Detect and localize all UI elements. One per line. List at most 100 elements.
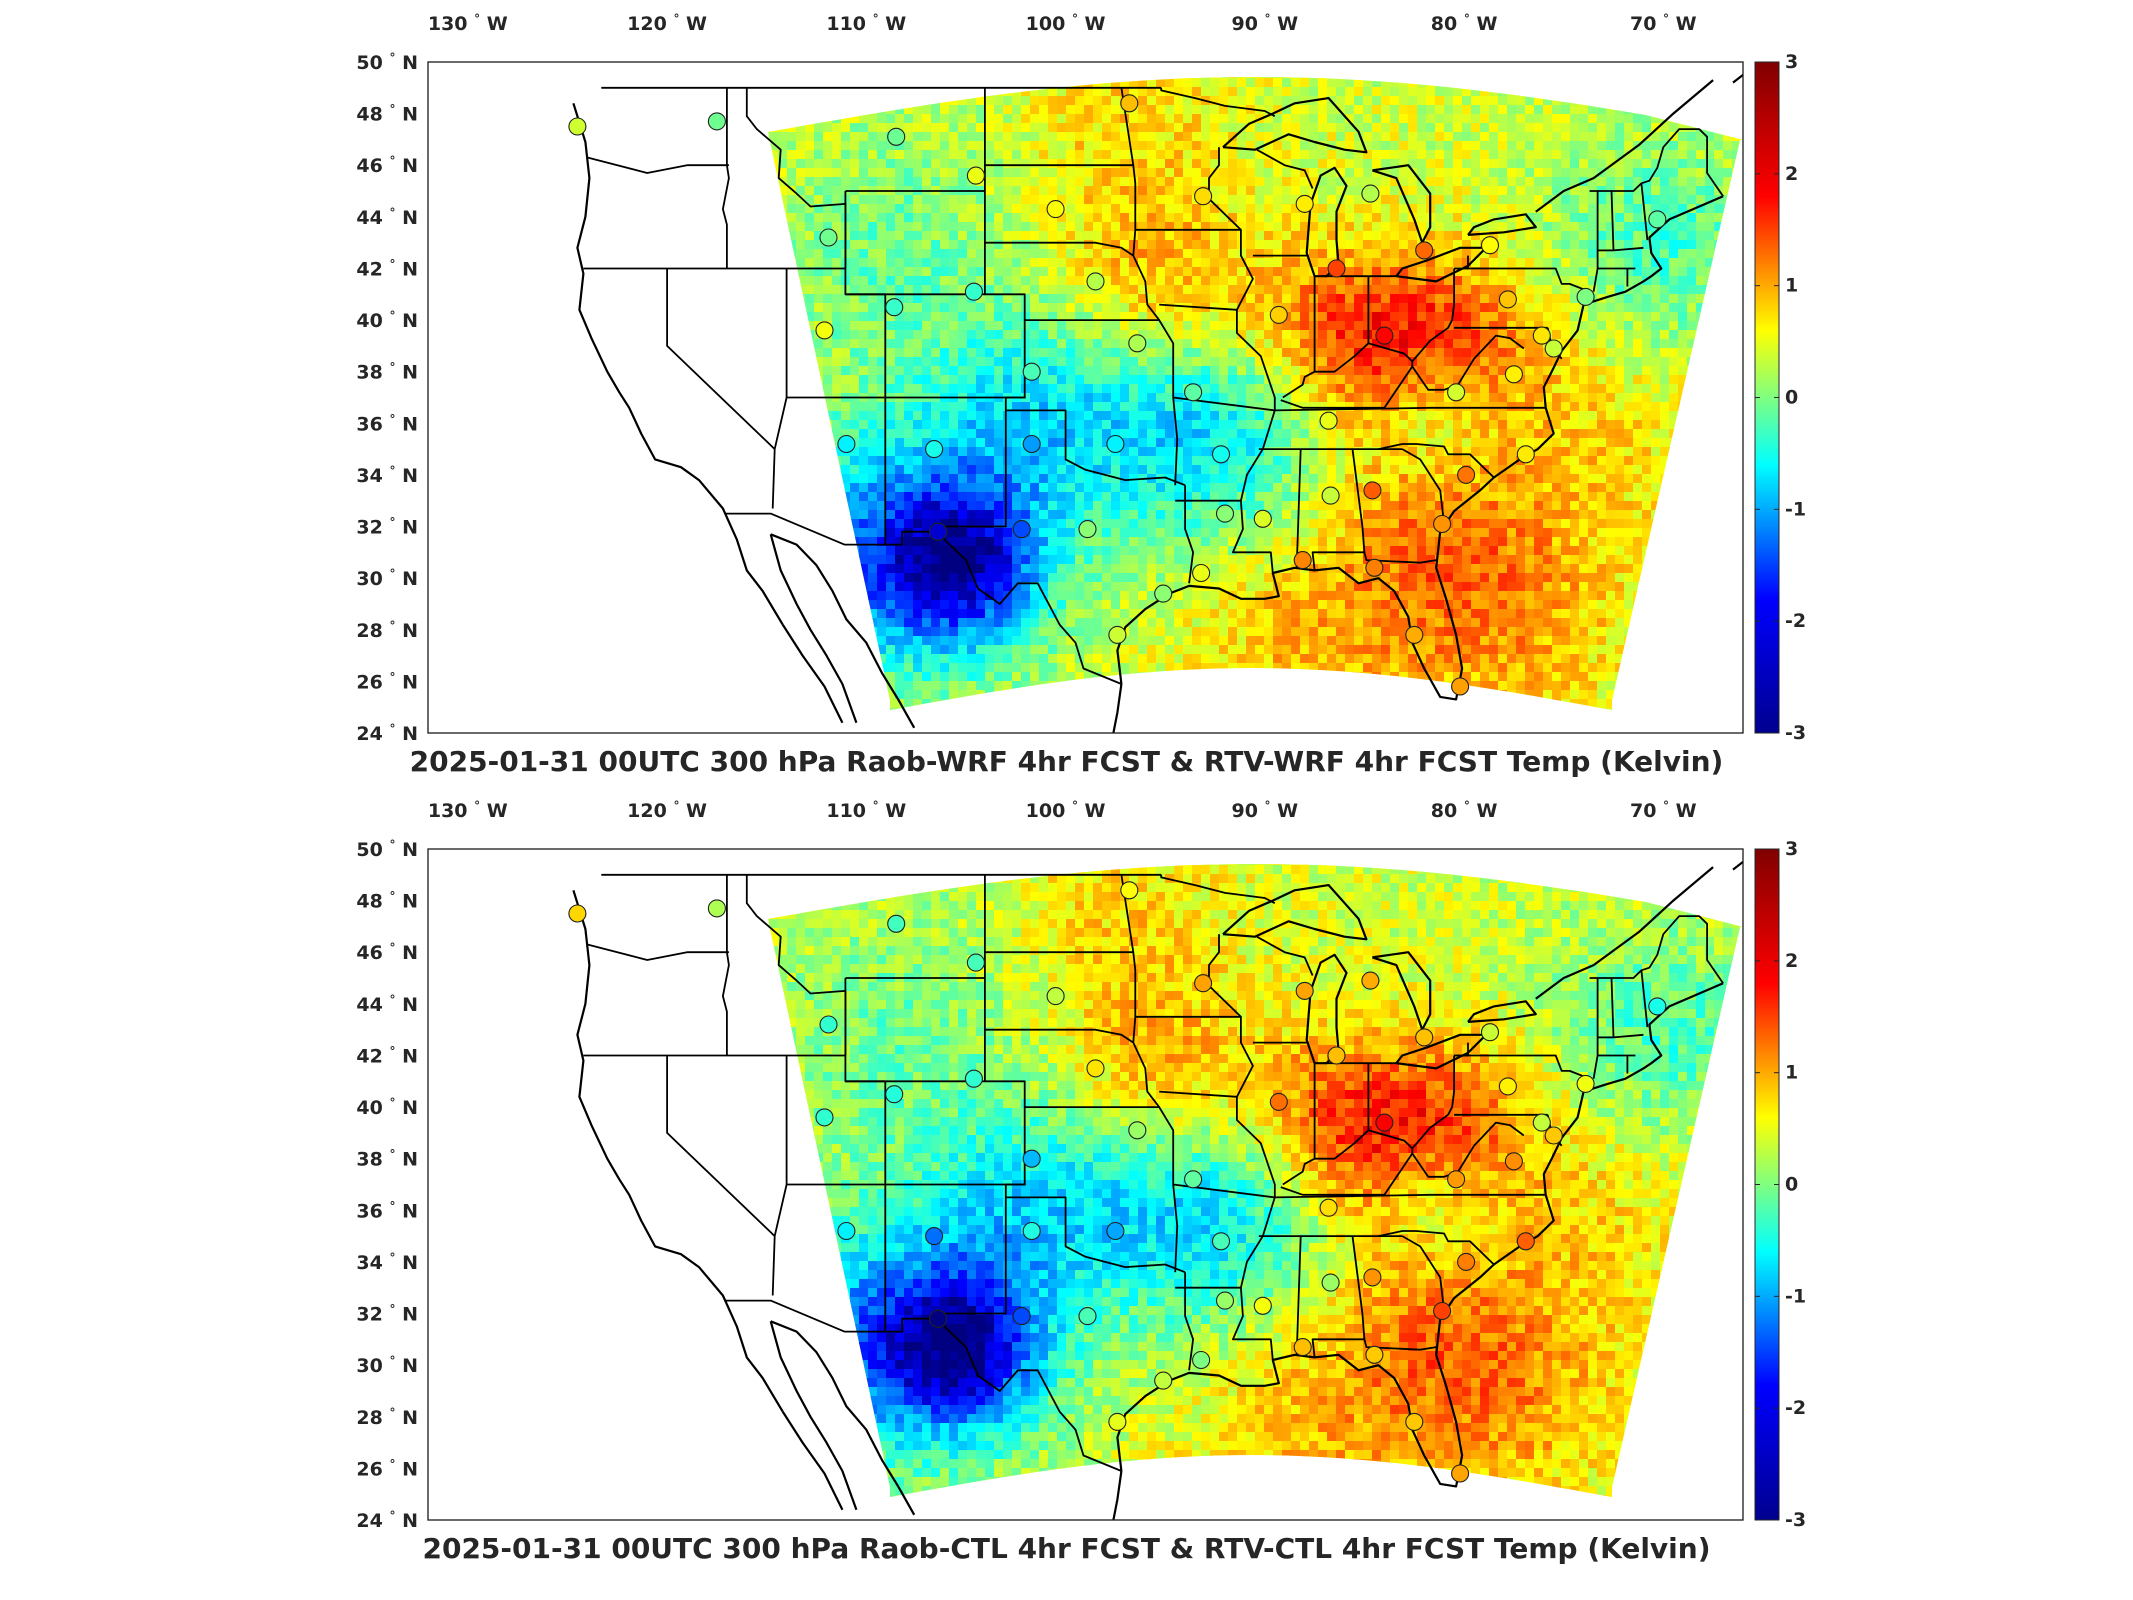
lake-ontario [1467,1000,1537,1023]
state-border [1120,874,1179,1273]
canada-east-coastline [1732,860,1743,871]
raob-station-marker [887,127,906,146]
lat-tick-label: 48 ° N [356,103,418,126]
state-border [771,449,776,509]
lat-tick-label: 40 ° N [356,309,418,332]
raob-station-marker [1269,1092,1288,1111]
raob-station-marker [1086,272,1105,291]
raob-station-marker [1457,465,1476,484]
raob-station-marker [568,904,587,923]
raob-station-marker [1154,584,1173,603]
mexico-west-coastline [770,1320,916,1516]
raob-station-marker [1544,339,1563,358]
raob-station-marker [815,321,834,340]
state-border [934,87,1026,528]
state-border [1280,1121,1525,1196]
raob-station-marker [929,1309,948,1328]
temperature-difference-field [768,77,1743,710]
canada-east-coastline [1732,73,1743,84]
lon-tick-label: 90 ° W [1231,12,1298,35]
colorbar-tick-label: -3 [1785,1509,1806,1531]
lat-tick-label: 46 ° N [356,941,418,964]
lat-tick-label: 36 ° N [356,1199,418,1222]
raob-station-marker [966,166,985,185]
raob-station-marker [1532,1113,1551,1132]
state-border [1589,915,1724,984]
state-borders [583,86,1724,685]
lat-tick-label: 28 ° N [356,1406,418,1429]
raob-station-marker [1361,184,1380,203]
state-border [1314,342,1413,373]
raob-station-marker [1154,1371,1173,1390]
raob-station-marker [1415,1028,1434,1047]
raob-station-marker [1046,987,1065,1006]
state-border [722,874,730,1056]
lon-tick-label: 130 ° W [428,799,508,822]
state-border [1282,1063,1316,1186]
raob-station-marker [819,1015,838,1034]
raob-station-marker [1184,1170,1203,1189]
raob-station-marker [707,899,726,918]
colorbar-tick-label: 2 [1785,950,1798,972]
state-border [1295,1236,1302,1355]
gulf-atlantic-coastline [1116,982,1724,1488]
raob-station-marker [837,1221,856,1241]
state-border [745,874,847,1056]
raob-station-marker [1269,305,1288,324]
raob-station-marker [925,1227,944,1246]
colorbar-tick-label: 3 [1785,51,1798,73]
state-border [1454,1054,1590,1080]
lat-tick-label: 42 ° N [356,258,418,281]
raob-station-marker [1648,210,1667,229]
lake-superior [1222,883,1368,941]
raob-station-marker [1327,259,1346,278]
raob-station-marker [1447,383,1466,402]
lat-tick-label: 34 ° N [356,464,418,487]
raob-station-marker [1086,1059,1105,1078]
raob-station-marker [1363,481,1382,500]
lat-tick-label: 42 ° N [356,1045,418,1068]
state-border [1282,276,1316,399]
panel-raob-ctl: 130 ° W 120 ° W 110 ° W 100 ° W 90 ° W 80 ° W… [0,787,2133,1587]
lon-tick-label: 70 ° W [1630,12,1697,35]
mexico-gulf-coastline [1112,1470,1123,1520]
lat-tick-label: 44 ° N [356,993,418,1016]
raob-station-marker [1293,551,1312,570]
state-border [1640,970,1649,1028]
state-border [934,874,1026,1315]
state-border [1159,1090,1237,1098]
state-border [1610,977,1615,1038]
west-coastline [572,102,784,626]
raob-station-marker [925,440,944,459]
state-border [1592,268,1599,292]
lon-tick-label: 120 ° W [627,12,707,35]
raob-station-marker [1319,1198,1338,1217]
raob-station-marker [1128,334,1147,353]
state-border [1363,1339,1437,1351]
lon-tick-label: 100 ° W [1026,12,1106,35]
raob-station-marker [1192,563,1211,583]
raob-station-marker [1215,1291,1235,1310]
raob-station-marker [1106,434,1125,454]
state-border [1295,449,1302,568]
raob-station-marker [1415,241,1434,260]
map-border [427,61,1744,734]
lat-tick-label: 28 ° N [356,619,418,642]
raob-station-marker [707,112,726,131]
raob-station-marker [568,117,587,136]
state-border [1613,1033,1644,1039]
raob-station-marker [837,434,856,454]
chart-title: 2025-01-31 00UTC 300 hPa Raob-WRF 4hr FC… [409,745,1724,778]
raob-station-marker [1321,1273,1340,1292]
state-border [1378,1230,1495,1266]
raob-station-marker [1375,1113,1394,1132]
lon-tick-label: 110 ° W [826,12,906,35]
state-border [1401,448,1445,525]
raob-station-marker [1046,200,1065,219]
lat-tick-label: 24 ° N [356,1509,418,1532]
colorbar-tick-label: 0 [1785,1174,1798,1196]
state-border [1454,267,1590,293]
raob-station-marker [1405,1412,1424,1431]
state-border [666,1055,776,1237]
raob-station-marker [1375,326,1394,345]
